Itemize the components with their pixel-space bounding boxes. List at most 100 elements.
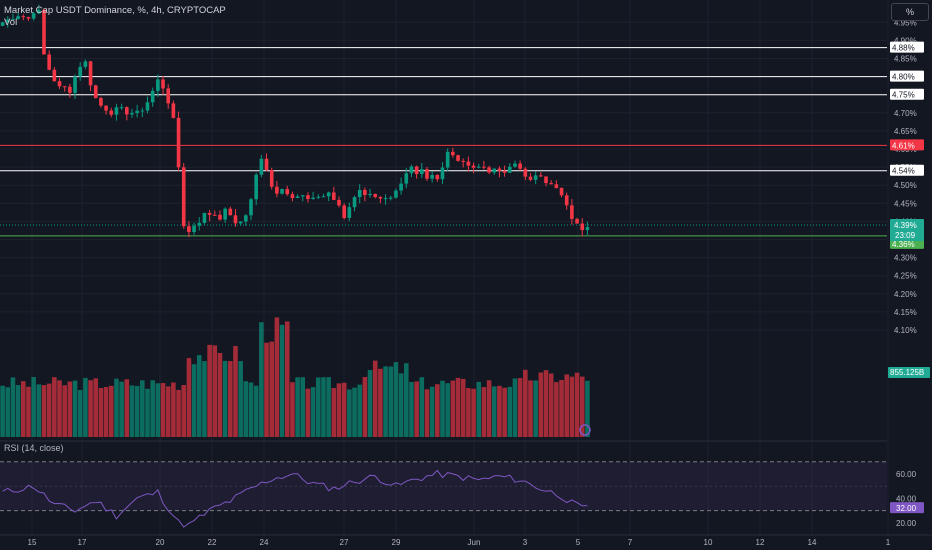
volume-bar <box>57 380 62 437</box>
volume-bar <box>103 387 109 437</box>
candle-body <box>119 107 124 109</box>
candle-body <box>228 208 233 216</box>
candle-body <box>93 85 98 99</box>
candle-body <box>109 110 114 115</box>
volume-bar <box>481 387 487 437</box>
volume-bar <box>372 360 378 437</box>
candle-body <box>518 163 522 169</box>
time-axis[interactable]: 15 17 20 22 24 27 29 Jun 3 5 7 10 12 14 1 <box>0 534 932 547</box>
candle-body <box>363 189 367 195</box>
volume-bar <box>336 383 342 437</box>
candle-body <box>482 166 486 168</box>
candle-body <box>254 174 258 200</box>
volume-bar <box>93 378 99 437</box>
volume-bars <box>0 317 590 437</box>
chart-legend: Market Cap USDT Dominance, %, 4h, CRYPTO… <box>4 5 226 29</box>
volume-bar <box>31 377 36 437</box>
price-tick-label: 4.90% <box>894 36 917 45</box>
time-tick-label: 12 <box>756 538 765 547</box>
volume-bar <box>134 385 140 437</box>
volume-bar <box>502 387 507 437</box>
candle-body <box>306 195 310 200</box>
volume-bar <box>383 366 388 437</box>
candle-body <box>269 170 274 187</box>
last-price-label: 4.39% <box>894 221 917 230</box>
volume-bar <box>26 386 31 437</box>
candle-body <box>161 79 165 89</box>
volume-bar <box>559 379 564 437</box>
candle-body <box>559 187 564 196</box>
candle-body <box>357 189 362 198</box>
volume-bar <box>533 380 538 437</box>
volume-bar <box>160 383 166 437</box>
volume-bar <box>548 373 554 437</box>
volume-bar <box>290 382 295 437</box>
price-axis[interactable]: 4.95%4.90%4.85%4.80%4.75%4.70%4.65%4.60%… <box>888 18 930 378</box>
volume-bar <box>419 377 425 437</box>
candle-body <box>130 113 134 115</box>
candle-body <box>337 199 341 206</box>
candle-body <box>264 158 269 171</box>
candle-body <box>223 208 227 220</box>
candle-body <box>104 105 108 111</box>
volume-bar <box>445 383 450 437</box>
candle-body <box>171 103 176 118</box>
time-tick-label: 15 <box>28 538 37 547</box>
volume-bar <box>367 370 373 437</box>
level-tag: 4.54% <box>892 167 915 176</box>
candle-body <box>570 205 574 219</box>
alert-icon <box>579 424 591 436</box>
volume-bar <box>538 372 544 437</box>
candle-body <box>5 19 10 23</box>
candle-body <box>295 196 300 199</box>
candle-body <box>78 66 83 77</box>
level-tag-bg <box>890 139 924 151</box>
candle-body <box>259 158 264 175</box>
candle-body <box>409 166 414 174</box>
percent-scale-button[interactable]: % <box>891 3 929 21</box>
volume-bar <box>145 388 150 437</box>
volume-bar <box>507 386 513 437</box>
price-tick-label: 4.50% <box>894 181 917 190</box>
volume-bar <box>429 386 435 437</box>
volume-bar <box>83 377 88 437</box>
volume-bar <box>10 377 16 437</box>
candle-body <box>88 61 93 86</box>
rsi-tick-label: 20.00 <box>896 519 917 528</box>
candle-body <box>16 16 20 20</box>
volume-bar <box>347 389 352 437</box>
volume-bar <box>564 374 569 437</box>
level-tag: 4.88% <box>892 44 915 53</box>
candle-body <box>575 218 579 224</box>
candle-body <box>466 161 471 166</box>
volume-bar <box>326 377 331 437</box>
candle-body <box>425 169 429 179</box>
candle-body <box>135 110 139 114</box>
price-tick-label: 4.15% <box>894 308 917 317</box>
volume-bar <box>295 377 300 437</box>
candle-body <box>197 222 202 226</box>
candle-body <box>528 176 533 180</box>
candle-body <box>285 189 290 195</box>
volume-bar <box>196 355 202 437</box>
candles <box>0 4 590 238</box>
volume-bar <box>424 389 430 437</box>
rsi-tick-label: 60.00 <box>896 470 917 479</box>
volume-bar <box>186 358 192 437</box>
candle-body <box>26 17 31 19</box>
volume-bar <box>388 366 394 437</box>
volume-bar <box>114 378 119 437</box>
rsi-axis[interactable]: 60.00 40.00 20.00 32.00 <box>890 470 924 528</box>
candle-body <box>238 221 243 224</box>
candle-body <box>212 214 217 216</box>
candle-body <box>249 199 253 216</box>
volume-bar <box>331 388 337 437</box>
volume-bar <box>455 377 461 437</box>
time-tick-label: 14 <box>808 538 817 547</box>
candle-body <box>435 174 440 180</box>
candle-body <box>347 207 352 218</box>
candle-body <box>0 22 5 26</box>
time-tick-label: 10 <box>704 538 713 547</box>
volume-bar <box>440 380 445 437</box>
